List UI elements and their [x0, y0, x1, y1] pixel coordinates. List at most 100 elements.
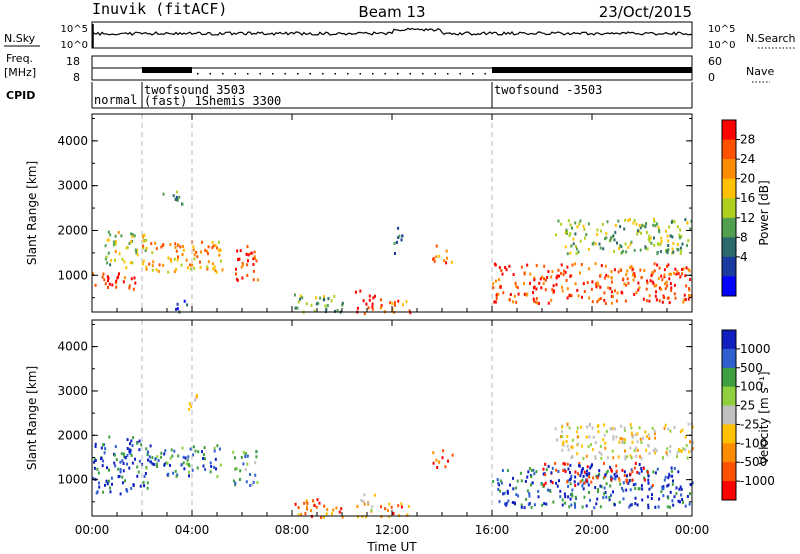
data-cell [136, 248, 138, 252]
data-cell [670, 286, 673, 290]
data-cell [384, 507, 387, 511]
data-cell [447, 459, 449, 463]
data-cell [145, 238, 148, 242]
data-cell [566, 296, 569, 300]
data-cell [213, 446, 216, 450]
colorbar-swatch [722, 386, 736, 407]
data-cell [94, 442, 97, 446]
data-cell [689, 227, 692, 231]
data-cell [186, 303, 189, 307]
data-cell [246, 454, 249, 458]
data-cell [179, 245, 182, 249]
data-cell [557, 219, 560, 223]
nave-dot [397, 73, 399, 75]
data-cell [642, 297, 645, 301]
data-cell [512, 300, 514, 304]
data-cell [255, 259, 258, 263]
data-cell [613, 238, 616, 242]
data-cell [117, 467, 120, 471]
xlabel: Time UT [366, 540, 417, 554]
data-cell [582, 282, 585, 286]
data-cell [515, 486, 518, 490]
data-cell [195, 250, 198, 254]
data-cell [406, 513, 409, 517]
data-cell [407, 504, 410, 508]
data-cell [507, 491, 509, 495]
data-cell [218, 253, 221, 257]
data-cell [102, 272, 105, 276]
data-cell [129, 261, 132, 265]
data-cell [572, 242, 575, 246]
data-cell [234, 483, 237, 487]
nave-dot [447, 73, 449, 75]
data-cell [130, 277, 133, 281]
data-cell [363, 493, 366, 497]
data-cell [633, 248, 636, 252]
data-cell [667, 244, 670, 247]
data-cell [667, 296, 670, 300]
data-cell [432, 257, 435, 261]
data-cell [317, 301, 320, 305]
data-cell [193, 257, 196, 261]
data-cell [400, 502, 403, 506]
data-cell [626, 277, 629, 281]
data-cell [206, 250, 209, 253]
data-cell [666, 453, 669, 457]
data-cell [200, 250, 203, 254]
data-cell [496, 478, 499, 482]
data-cell [619, 244, 622, 248]
data-cell [567, 219, 570, 223]
data-cell [586, 465, 589, 469]
data-cell [659, 250, 662, 254]
data-cell [592, 435, 595, 439]
data-cell [193, 266, 196, 270]
nave-dot [334, 73, 336, 75]
data-cell [673, 426, 676, 429]
data-cell [651, 426, 654, 430]
data-cell [653, 217, 655, 221]
data-cell [648, 451, 651, 455]
data-cell [673, 495, 676, 499]
data-cell [687, 268, 690, 272]
data-cell [93, 460, 96, 464]
data-cell [679, 252, 682, 255]
data-cell [246, 263, 249, 267]
data-cell [181, 446, 184, 450]
data-cell [110, 259, 113, 263]
data-cell [610, 427, 613, 431]
data-cell [212, 244, 215, 248]
data-cell [117, 475, 120, 479]
data-cell [509, 293, 512, 296]
data-cell [662, 485, 665, 489]
data-cell [614, 230, 617, 234]
data-cell [152, 260, 155, 264]
colorbar-tick-label: -25 [740, 417, 760, 431]
data-cell [136, 253, 139, 257]
data-cell [669, 490, 672, 494]
data-cell [635, 291, 638, 295]
data-cell [605, 429, 608, 433]
data-cell [568, 426, 571, 430]
data-cell [442, 449, 445, 453]
data-cell [691, 425, 694, 429]
data-cell [640, 484, 643, 488]
data-cell [568, 505, 571, 509]
data-cell [577, 472, 579, 476]
data-cell [686, 221, 689, 225]
data-cell [617, 219, 620, 223]
data-cell [578, 222, 581, 226]
data-cell [645, 299, 648, 303]
data-cell [639, 455, 641, 459]
data-cell [566, 422, 569, 426]
data-cell [497, 487, 500, 491]
data-cell [683, 298, 686, 302]
data-cell [562, 469, 565, 472]
data-cell [643, 476, 646, 480]
data-cell [155, 247, 158, 251]
data-cell [676, 451, 679, 455]
data-cell [566, 444, 569, 448]
data-cell [126, 438, 129, 442]
data-cell [120, 452, 123, 456]
data-cell [98, 485, 101, 489]
data-cell [181, 202, 184, 206]
